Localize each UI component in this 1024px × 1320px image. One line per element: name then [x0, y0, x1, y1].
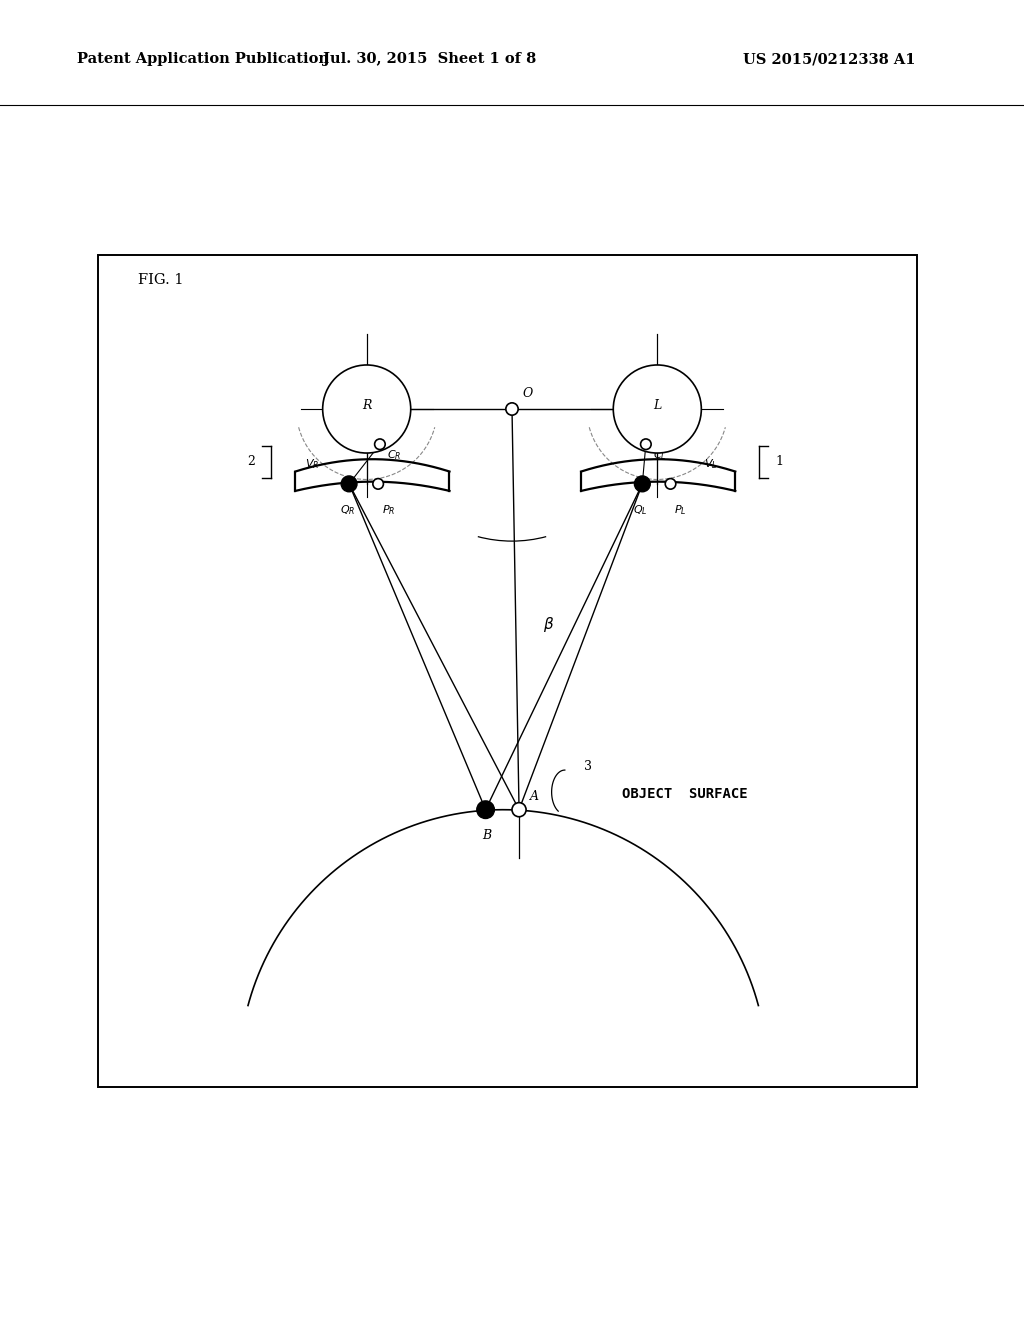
Text: $Q_R$: $Q_R$ [340, 503, 355, 517]
Circle shape [375, 440, 385, 450]
Text: OBJECT  SURFACE: OBJECT SURFACE [622, 787, 748, 801]
Circle shape [323, 364, 411, 453]
Circle shape [666, 479, 676, 490]
Text: 3: 3 [585, 760, 592, 772]
Circle shape [635, 477, 650, 492]
Text: $\beta$: $\beta$ [543, 615, 554, 635]
Text: O: O [522, 387, 532, 400]
Circle shape [373, 479, 383, 490]
Text: $V_R$: $V_R$ [305, 457, 319, 471]
Text: L: L [653, 399, 662, 412]
Text: B: B [482, 829, 492, 842]
Text: Jul. 30, 2015  Sheet 1 of 8: Jul. 30, 2015 Sheet 1 of 8 [324, 53, 537, 66]
Text: 1: 1 [775, 455, 783, 469]
Circle shape [341, 477, 357, 492]
Text: 2: 2 [248, 455, 255, 469]
Text: $V_L$: $V_L$ [703, 457, 718, 471]
Text: FIG. 1: FIG. 1 [137, 272, 183, 286]
Text: Patent Application Publication: Patent Application Publication [77, 53, 329, 66]
Text: A: A [529, 789, 539, 803]
Text: $C_R$: $C_R$ [387, 447, 401, 462]
Circle shape [641, 440, 651, 450]
Text: $C_L$: $C_L$ [653, 447, 667, 462]
Text: $Q_L$: $Q_L$ [633, 503, 648, 517]
Circle shape [512, 803, 526, 817]
Circle shape [506, 403, 518, 416]
Text: US 2015/0212338 A1: US 2015/0212338 A1 [743, 53, 915, 66]
Text: R: R [362, 399, 372, 412]
Circle shape [477, 801, 495, 818]
Text: $P_L$: $P_L$ [674, 503, 687, 517]
Text: $P_R$: $P_R$ [382, 503, 395, 517]
Circle shape [613, 364, 701, 453]
